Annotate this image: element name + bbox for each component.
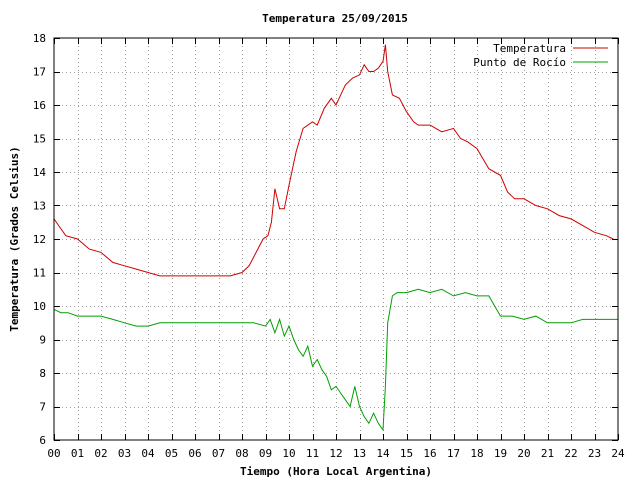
y-tick-label: 8 <box>39 367 46 380</box>
y-axis-label: Temperatura (Grados Celsius) <box>8 146 21 331</box>
x-tick-label: 05 <box>165 447 178 460</box>
grid <box>54 38 618 440</box>
y-tick-label: 12 <box>33 233 46 246</box>
x-tick-label: 01 <box>71 447 84 460</box>
legend-label: Temperatura <box>493 42 566 55</box>
y-tick-label: 6 <box>39 434 46 447</box>
x-tick-label: 24 <box>611 447 625 460</box>
chart-title: Temperatura 25/09/2015 <box>262 12 408 25</box>
y-tick-label: 15 <box>33 133 46 146</box>
x-tick-label: 09 <box>259 447 272 460</box>
x-tick-label: 19 <box>494 447 507 460</box>
y-tick-labels: 6 7 8 9 10 11 12 13 14 15 16 17 18 <box>33 32 47 447</box>
x-tick-label: 07 <box>212 447 225 460</box>
y-tick-label: 11 <box>33 267 46 280</box>
x-tick-label: 18 <box>470 447 483 460</box>
x-tick-label: 22 <box>564 447 577 460</box>
plot-lines <box>53 44 618 432</box>
x-tick-label: 14 <box>376 447 390 460</box>
ticks <box>54 38 619 441</box>
y-tick-label: 7 <box>39 401 46 414</box>
x-tick-label: 03 <box>118 447 131 460</box>
x-tick-label: 15 <box>400 447 413 460</box>
x-tick-label: 17 <box>447 447 460 460</box>
y-tick-label: 9 <box>39 334 46 347</box>
y-tick-label: 13 <box>33 200 46 213</box>
y-tick-label: 18 <box>33 32 46 45</box>
y-tick-label: 10 <box>33 300 46 313</box>
series-line-temperatura <box>53 44 614 277</box>
x-tick-labels: 00 01 02 03 04 05 06 07 08 09 10 11 12 13 14 15 16 17 18 19… <box>47 447 625 460</box>
x-tick-label: 21 <box>541 447 554 460</box>
legend-label: Punto de Rocío <box>473 56 566 69</box>
x-tick-label: 04 <box>141 447 155 460</box>
y-tick-label: 16 <box>33 99 46 112</box>
x-axis-label: Tiempo (Hora Local Argentina) <box>240 465 432 478</box>
x-tick-label: 02 <box>94 447 107 460</box>
x-tick-label: 12 <box>329 447 342 460</box>
x-tick-label: 11 <box>306 447 319 460</box>
x-tick-label: 20 <box>517 447 530 460</box>
x-tick-label: 00 <box>47 447 60 460</box>
y-tick-label: 14 <box>33 166 47 179</box>
x-tick-label: 06 <box>188 447 201 460</box>
x-tick-label: 10 <box>282 447 295 460</box>
x-tick-label: 23 <box>588 447 601 460</box>
series-line-punto-de-rocio <box>53 288 618 432</box>
x-tick-label: 16 <box>423 447 436 460</box>
y-tick-label: 17 <box>33 66 46 79</box>
x-tick-label: 13 <box>353 447 366 460</box>
x-tick-label: 08 <box>235 447 248 460</box>
